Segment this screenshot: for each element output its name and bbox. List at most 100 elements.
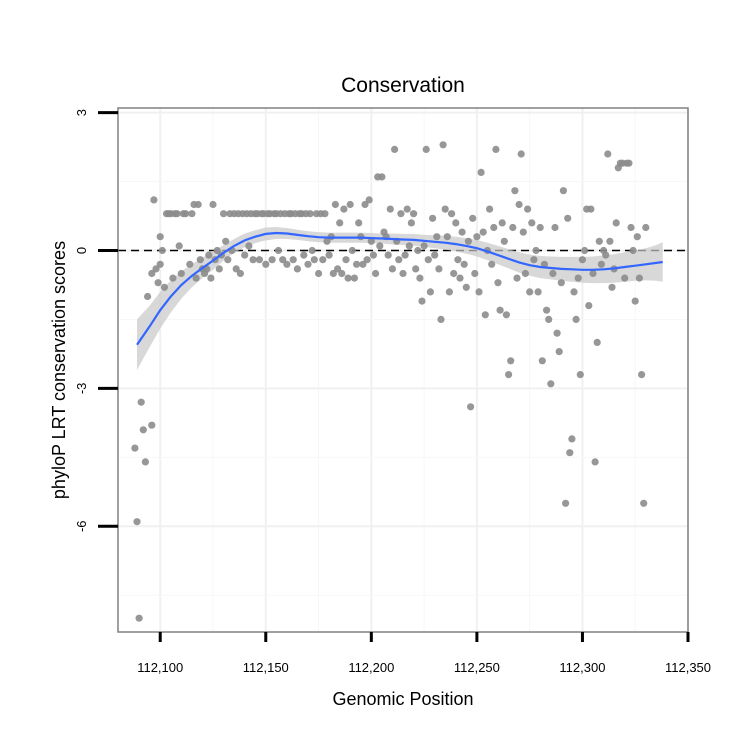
data-point — [498, 219, 506, 227]
data-point — [416, 274, 424, 282]
x-tick-label: 112,150 — [243, 660, 289, 675]
data-point — [473, 233, 481, 241]
data-point — [177, 269, 185, 278]
data-point — [323, 237, 331, 245]
data-point — [209, 200, 217, 209]
data-point — [517, 150, 525, 158]
data-point — [585, 302, 593, 310]
data-point — [220, 210, 228, 218]
data-point — [456, 274, 464, 282]
data-point — [315, 269, 323, 278]
data-point — [365, 196, 373, 204]
data-point — [395, 256, 403, 264]
data-point — [621, 274, 629, 282]
data-point — [175, 242, 183, 250]
data-point — [274, 246, 282, 255]
data-point — [519, 228, 527, 236]
data-point — [551, 223, 559, 232]
data-point — [367, 237, 375, 245]
data-point — [388, 265, 396, 273]
data-point — [353, 260, 361, 268]
data-point — [342, 256, 350, 264]
data-point — [469, 214, 477, 222]
data-point — [445, 288, 453, 296]
data-point — [224, 256, 232, 264]
data-point — [249, 256, 257, 264]
data-point — [426, 288, 434, 296]
data-point — [587, 205, 595, 213]
data-point — [564, 214, 572, 222]
data-point — [196, 256, 204, 264]
data-point — [462, 283, 470, 291]
data-point — [502, 311, 510, 319]
x-tick-label: 112,350 — [665, 660, 711, 675]
data-point — [391, 145, 399, 153]
data-point — [496, 306, 504, 314]
data-point — [570, 288, 578, 296]
data-point — [148, 421, 156, 429]
data-point — [350, 274, 358, 282]
data-point — [160, 283, 168, 291]
data-point — [458, 228, 466, 236]
data-point — [606, 237, 614, 245]
data-point — [471, 269, 479, 278]
data-point — [156, 260, 164, 268]
data-point — [340, 205, 348, 213]
data-point — [334, 265, 342, 273]
data-point — [627, 223, 635, 232]
plot-frame — [117, 107, 689, 633]
data-point — [412, 265, 420, 273]
data-point — [207, 274, 215, 282]
data-point — [448, 210, 456, 218]
data-point — [450, 269, 458, 278]
data-point — [222, 237, 230, 245]
data-point — [515, 200, 523, 209]
data-point — [505, 371, 513, 379]
data-point — [420, 242, 428, 250]
data-point — [513, 274, 521, 282]
data-point — [213, 246, 221, 255]
data-point — [492, 145, 500, 153]
data-point — [319, 256, 327, 264]
data-point — [581, 246, 589, 255]
data-point — [439, 141, 447, 149]
y-tick-label: -3 — [74, 383, 89, 395]
data-point — [399, 269, 407, 278]
data-point — [553, 329, 561, 337]
data-point — [555, 348, 563, 356]
data-point — [540, 260, 549, 268]
data-point — [608, 283, 616, 291]
data-point — [612, 219, 620, 227]
data-point — [640, 499, 648, 507]
data-point — [308, 246, 316, 255]
data-point — [475, 288, 483, 296]
data-point — [568, 435, 576, 443]
data-point — [410, 210, 418, 218]
data-point — [559, 187, 568, 195]
data-point — [232, 265, 240, 273]
data-point — [414, 246, 422, 255]
data-point — [363, 256, 371, 264]
data-point — [241, 251, 249, 259]
data-point — [344, 274, 352, 282]
data-point — [629, 246, 637, 255]
data-point — [536, 223, 544, 232]
data-point — [369, 251, 377, 259]
data-point — [589, 269, 597, 278]
data-point — [591, 458, 599, 466]
data-point — [215, 265, 223, 273]
data-point — [524, 205, 532, 213]
data-point — [133, 518, 141, 526]
data-point — [348, 246, 356, 255]
data-point — [557, 279, 565, 287]
data-point — [397, 210, 405, 218]
data-point — [562, 499, 570, 507]
data-point — [331, 200, 339, 209]
data-point — [566, 449, 574, 457]
data-point — [477, 168, 485, 176]
data-point — [158, 246, 166, 255]
data-point — [403, 205, 411, 213]
data-point — [283, 260, 291, 268]
data-point — [460, 260, 468, 268]
data-point — [597, 260, 606, 268]
